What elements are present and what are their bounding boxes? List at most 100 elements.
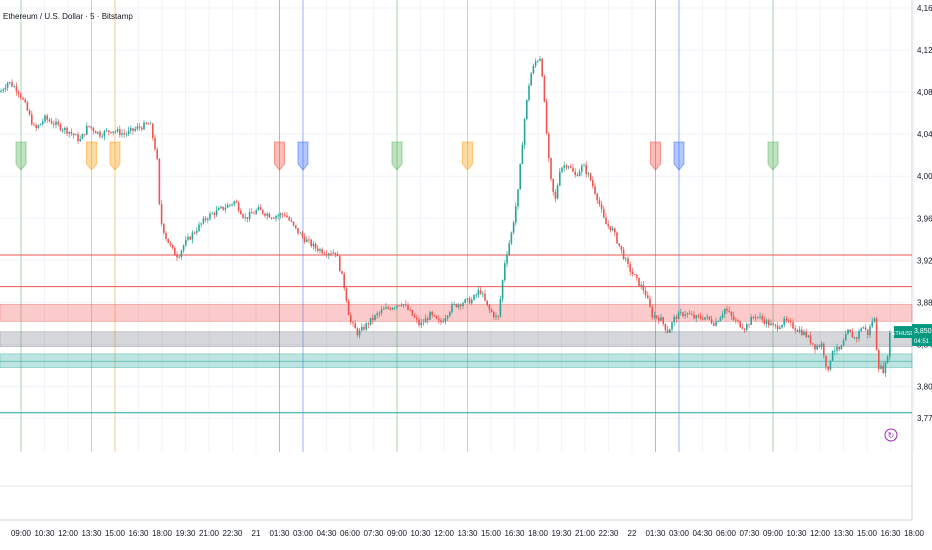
candle-body: [374, 315, 376, 320]
candle-body: [834, 350, 836, 352]
candle-body: [154, 137, 156, 150]
candle-body: [246, 217, 249, 219]
time-tick-label: 18:00: [528, 529, 549, 538]
candle-body: [229, 204, 231, 206]
candle-body: [695, 315, 697, 319]
candle-body: [345, 288, 348, 301]
candle-body: [781, 324, 783, 328]
candle-body: [655, 315, 658, 318]
candle-body: [460, 304, 462, 306]
candle-body: [618, 243, 620, 246]
price-tick-label: 4,120.0: [917, 46, 932, 55]
session-marker-icon: [86, 141, 97, 171]
candle-body: [121, 133, 123, 135]
candle-body: [455, 303, 458, 308]
candle-body: [149, 123, 152, 125]
candle-body: [295, 225, 297, 228]
candle-body: [35, 125, 37, 128]
candle-body: [825, 355, 827, 367]
candle-body: [886, 356, 889, 363]
time-tick-label: 04:30: [692, 529, 713, 538]
candle-body: [882, 365, 884, 374]
candle-body: [710, 319, 713, 324]
price-axis[interactable]: 4,160.0 4,120.0 4,080.0 4,040.0 4,000.0 3,960…: [917, 4, 932, 423]
candle-body: [594, 186, 596, 194]
candle-body: [440, 320, 442, 323]
candle-body: [0, 90, 2, 93]
candle-body: [869, 326, 871, 336]
candle-body: [572, 167, 574, 172]
candle-body: [845, 334, 847, 341]
candle-body: [682, 312, 684, 316]
candle-body: [178, 256, 180, 258]
candle-body: [297, 227, 299, 234]
candle-body: [211, 213, 213, 215]
candle-body: [400, 305, 403, 306]
candle-body: [671, 322, 673, 330]
candle-body: [471, 299, 473, 304]
price-zone: [0, 353, 913, 362]
candle-body: [462, 303, 464, 306]
candle-body: [627, 258, 629, 265]
candle-body: [578, 171, 581, 177]
candle-body: [772, 323, 774, 325]
candle-body: [501, 280, 504, 299]
candle-body: [191, 232, 194, 240]
candle-body: [482, 293, 484, 295]
time-axis[interactable]: 09:00 10:30 12:00 13:30 15:00 16:30 18:00 19:30…: [11, 529, 925, 538]
candle-body: [453, 303, 455, 305]
candle-body: [57, 121, 59, 125]
time-tick-label: 10:30: [34, 529, 55, 538]
session-flag: [15, 141, 27, 171]
session-flag: [274, 141, 285, 171]
candle-body: [145, 122, 147, 124]
time-tick-label: 19:30: [175, 529, 196, 538]
candle-body: [829, 360, 832, 370]
candle-body: [26, 102, 29, 111]
candle-body: [59, 124, 62, 131]
time-tick-label: 12:00: [810, 529, 831, 538]
time-tick-label: 18:00: [152, 529, 173, 538]
candle-body: [383, 308, 385, 310]
horizontal-levels: [0, 254, 912, 414]
candle-body: [737, 320, 739, 322]
grid: [0, 0, 915, 521]
candle-body: [213, 213, 216, 216]
candle-body: [585, 165, 587, 174]
candle-body: [127, 130, 130, 135]
time-tick-label: 13:30: [81, 529, 102, 538]
candle-body: [871, 321, 873, 327]
candle-body: [273, 218, 275, 220]
candle-body: [783, 318, 785, 325]
candle-body: [495, 315, 497, 318]
session-flag: [650, 141, 661, 171]
candle-body: [226, 204, 229, 208]
candle-body: [675, 316, 678, 319]
candle-body: [112, 131, 114, 133]
price-tick-label: 3,770.0: [917, 414, 932, 423]
candle-body: [449, 312, 451, 316]
time-tick-label: 09:00: [11, 529, 32, 538]
candle-body: [691, 314, 693, 316]
candle-body: [451, 304, 453, 313]
candle-body: [730, 311, 733, 316]
candle-body: [308, 239, 310, 241]
candle-body: [389, 308, 392, 310]
candle-body: [264, 213, 266, 216]
candle-body: [301, 232, 304, 237]
candle-body: [438, 318, 440, 321]
candle-body: [215, 210, 218, 216]
candle-body: [303, 236, 306, 242]
candle-body: [123, 133, 125, 135]
candle-body: [605, 217, 607, 225]
candle-body: [761, 316, 763, 320]
candle-body: [559, 171, 561, 186]
candle-body: [739, 321, 741, 328]
candle-body: [523, 119, 526, 145]
candle-body: [394, 307, 396, 309]
candle-body: [741, 327, 744, 329]
candle-body: [358, 330, 361, 336]
candle-body: [332, 252, 334, 254]
candle-body: [160, 203, 163, 224]
